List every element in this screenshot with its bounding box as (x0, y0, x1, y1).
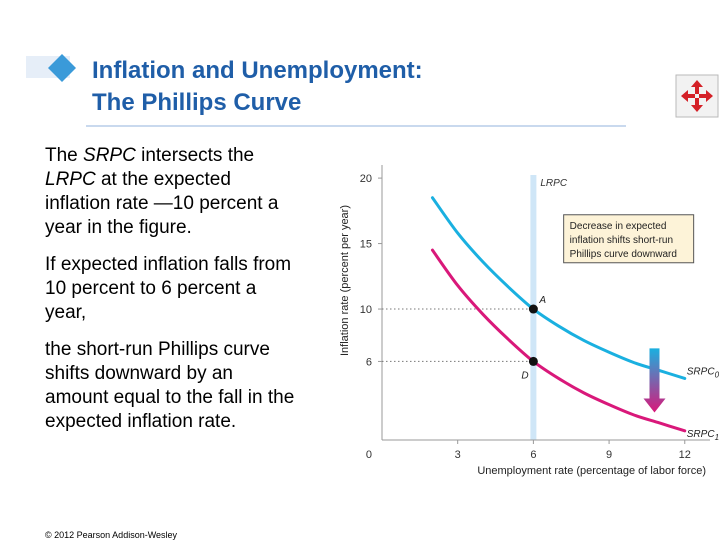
body-paragraph-3: the short-run Phillips curve shifts down… (45, 339, 295, 432)
x-tick-label: 9 (606, 449, 612, 461)
page-title-line2: The Phillips Curve (92, 89, 302, 116)
y-tick-label: 10 (360, 304, 372, 316)
srpc1-curve (430, 248, 687, 433)
x-tick-label: 3 (455, 449, 461, 461)
italic-term: SRPC (83, 145, 136, 166)
point-a (528, 304, 538, 314)
y-axis-title: Inflation rate (percent per year) (339, 205, 351, 356)
srpc1-label: SRPC1 (687, 429, 719, 442)
callout-line: Decrease in expected (570, 221, 667, 232)
diamond-icon (26, 54, 76, 82)
point-label-a: A (538, 295, 546, 306)
srpc0-curve (430, 196, 687, 380)
x-tick-label: 0 (366, 449, 372, 461)
point-d (528, 356, 538, 366)
lrpc-label: LRPC (540, 178, 567, 189)
callout-line: Phillips curve downward (570, 249, 677, 260)
x-tick-label: 12 (679, 449, 691, 461)
italic-term: LRPC (45, 169, 96, 190)
point-label-d: D (521, 370, 528, 381)
callout-box (563, 214, 695, 264)
body-text: The SRPC intersects the LRPC at the expe… (45, 144, 300, 447)
x-axis-title: Unemployment rate (percentage of labor f… (477, 465, 706, 477)
callout-line: inflation shifts short-run (570, 235, 673, 246)
page-title-line1: Inflation and Unemployment: (92, 57, 423, 84)
body-paragraph-1: The SRPC intersects the LRPC at the expe… (45, 145, 279, 238)
page-title: Inflation and Unemployment: The Phillips… (92, 55, 423, 119)
title-divider (86, 125, 626, 127)
phillips-curve-chart: LRPC 6 10 15 20 0 3 6 9 12 Inflation rate (percent… (339, 165, 720, 477)
srpc0-label: SRPC0 (687, 366, 720, 379)
move-arrows-icon[interactable] (675, 74, 719, 118)
body-paragraph-2: If expected inflation falls from 10 perc… (45, 254, 292, 323)
x-tick-label: 6 (530, 449, 536, 461)
copyright: © 2012 Pearson Addison-Wesley (45, 530, 178, 540)
y-tick-label: 20 (360, 173, 372, 185)
shift-arrow (643, 348, 666, 413)
y-tick-label: 6 (366, 356, 372, 368)
y-tick-label: 15 (360, 239, 372, 251)
